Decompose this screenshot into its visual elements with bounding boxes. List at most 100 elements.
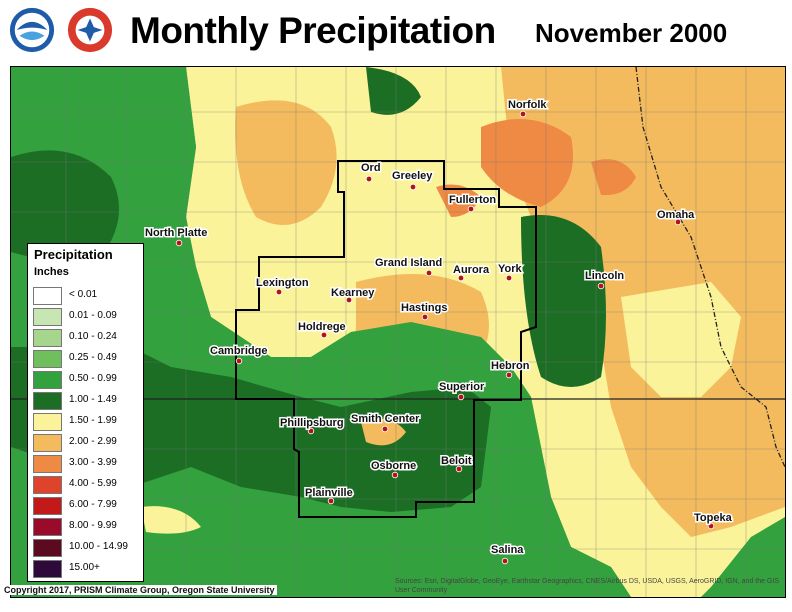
legend-label: 15.00+ (69, 562, 100, 573)
legend-item: 0.50 - 0.99 (33, 371, 141, 391)
legend-swatch (33, 329, 62, 347)
city-label-north-platte: North Platte (145, 227, 207, 239)
precipitation-map[interactable]: Norfolk Ord Greeley Fullerton North Plat… (10, 66, 786, 598)
legend-item: 0.25 - 0.49 (33, 350, 141, 370)
legend-label: 0.01 - 0.09 (69, 310, 117, 321)
city-marker-ord[interactable] (365, 175, 373, 183)
map-date: November 2000 (535, 18, 728, 48)
city-marker-plainville[interactable] (327, 497, 335, 505)
missouri-river-boundary (635, 67, 785, 468)
legend-swatch (33, 287, 62, 305)
city-marker-phillipsburg[interactable] (307, 427, 315, 435)
city-marker-lincoln[interactable] (597, 282, 605, 290)
city-label-beloit: Beloit (441, 455, 472, 467)
city-label-lincoln: Lincoln (585, 270, 624, 282)
city-marker-hebron[interactable] (505, 371, 513, 379)
city-marker-omaha[interactable] (674, 218, 682, 226)
legend-item: 1.50 - 1.99 (33, 413, 141, 433)
city-marker-beloit[interactable] (455, 465, 463, 473)
legend-units: Inches (34, 266, 69, 278)
city-label-superior: Superior (439, 381, 485, 393)
city-marker-salina[interactable] (501, 557, 509, 565)
legend-item: 10.00 - 14.99 (33, 539, 141, 559)
city-label-greeley: Greeley (392, 170, 433, 182)
city-label-hastings: Hastings (401, 302, 447, 314)
city-markers (175, 110, 715, 565)
city-marker-fullerton[interactable] (467, 205, 475, 213)
city-marker-north-platte[interactable] (175, 239, 183, 247)
city-label-aurora: Aurora (453, 264, 490, 276)
map-title: Monthly Precipitation (130, 10, 496, 51)
legend-swatch (33, 308, 62, 326)
city-marker-lexington[interactable] (275, 288, 283, 296)
city-marker-norfolk[interactable] (519, 110, 527, 118)
national-weather-service-logo-icon (67, 7, 113, 53)
city-marker-kearney[interactable] (345, 296, 353, 304)
legend-swatch (33, 518, 62, 536)
legend-swatch (33, 455, 62, 473)
city-label-cambridge: Cambridge (210, 345, 267, 357)
city-marker-smith-center[interactable] (381, 425, 389, 433)
legend-swatch (33, 392, 62, 410)
precip-zone-orange-smith-center (361, 418, 406, 446)
legend-label: < 0.01 (69, 289, 98, 300)
precip-zone-dark-green-west (11, 150, 119, 261)
city-label-lexington: Lexington (256, 277, 309, 289)
legend-label: 0.10 - 0.24 (69, 331, 117, 342)
city-label-ord: Ord (361, 162, 381, 174)
city-marker-hastings[interactable] (421, 313, 429, 321)
legend-swatch (33, 497, 62, 515)
precip-zone-dark-green-east (521, 215, 606, 387)
city-label-osborne: Osborne (371, 460, 416, 472)
legend-item: 15.00+ (33, 560, 141, 580)
legend-item: 0.01 - 0.09 (33, 308, 141, 328)
city-label-grand-island: Grand Island (375, 257, 442, 269)
legend-item: 1.00 - 1.49 (33, 392, 141, 412)
legend-label: 1.50 - 1.99 (69, 415, 117, 426)
city-label-norfolk: Norfolk (508, 99, 547, 111)
city-marker-york[interactable] (505, 274, 513, 282)
city-marker-aurora[interactable] (457, 274, 465, 282)
city-label-phillipsburg: Phillipsburg (280, 417, 344, 429)
precip-zone-yellow-east (621, 282, 741, 397)
legend-label: 0.25 - 0.49 (69, 352, 117, 363)
legend-swatch (33, 539, 62, 557)
legend-label: 2.00 - 2.99 (69, 436, 117, 447)
city-marker-cambridge[interactable] (235, 357, 243, 365)
city-label-smith-center: Smith Center (351, 413, 420, 425)
legend-label: 8.00 - 9.99 (69, 520, 117, 531)
legend-item: 4.00 - 5.99 (33, 476, 141, 496)
legend-item: 3.00 - 3.99 (33, 455, 141, 475)
city-marker-grand-island[interactable] (425, 269, 433, 277)
city-marker-superior[interactable] (457, 393, 465, 401)
noaa-logo-icon (9, 7, 55, 53)
precip-zone-orange-north (235, 100, 337, 225)
city-label-holdrege: Holdrege (298, 321, 346, 333)
legend-swatch (33, 371, 62, 389)
city-marker-holdrege[interactable] (320, 331, 328, 339)
city-marker-greeley[interactable] (409, 183, 417, 191)
precip-zone-3in-norfolk (481, 119, 573, 207)
city-marker-osborne[interactable] (391, 471, 399, 479)
study-region-outline (235, 160, 537, 518)
map-legend: Precipitation Inches < 0.01 0.01 - 0.09 0.… (27, 243, 144, 582)
legend-item: 8.00 - 9.99 (33, 518, 141, 538)
legend-item: < 0.01 (33, 287, 141, 307)
header: Monthly Precipitation November 2000 (0, 0, 792, 66)
city-label-york: York (498, 263, 523, 275)
legend-label: 10.00 - 14.99 (69, 541, 128, 552)
legend-label: 6.00 - 7.99 (69, 499, 117, 510)
precip-zone-dark-green-north (366, 67, 421, 115)
city-marker-topeka[interactable] (707, 522, 715, 530)
legend-label: 3.00 - 3.99 (69, 457, 117, 468)
legend-swatch (33, 560, 62, 578)
basemap-credits: Sources: Esri, DigitalGlobe, GeoEye, Ear… (395, 578, 779, 594)
city-label-topeka: Topeka (694, 512, 733, 524)
legend-swatch (33, 413, 62, 431)
legend-item: 6.00 - 7.99 (33, 497, 141, 517)
copyright-notice: Copyright 2017, PRISM Climate Group, Ore… (2, 585, 277, 595)
city-label-fullerton: Fullerton (449, 194, 496, 206)
legend-swatch (33, 350, 62, 368)
legend-swatch (33, 434, 62, 452)
legend-item: 2.00 - 2.99 (33, 434, 141, 454)
